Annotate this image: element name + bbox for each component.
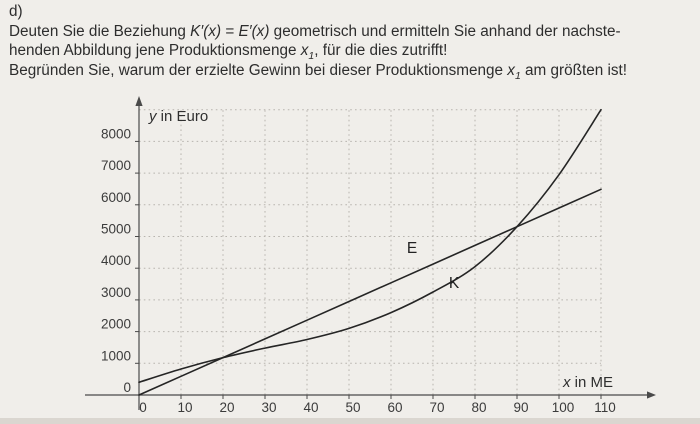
curve-E [138,188,602,396]
y-tick-label: 7000 [101,158,131,173]
x-tick-label: 60 [387,400,402,415]
y-axis-arrow [135,96,143,106]
x-axis-arrow [647,391,656,399]
curve-K [138,108,602,384]
x-tick-label: 20 [219,400,234,415]
x-tick-label: 40 [303,400,318,415]
task-text-block: d) Deuten Sie die Beziehung K′(x) = E′(x… [9,2,696,82]
tick-marks [135,140,602,399]
x-tick-label: 100 [552,400,575,415]
math-variable-x1: x [507,61,515,79]
page-bottom-edge [0,418,700,424]
task-line-3: Begründen Sie, warum der erzielte Gewinn… [9,61,628,82]
math-expression-K: K′(x) [190,22,222,40]
curve-label-E: E [407,240,417,257]
y-tick-label: 4000 [101,253,131,268]
x-tick-label: 10 [177,400,192,415]
y-tick-label: 5000 [101,222,131,237]
curve-label-K: K [449,275,460,292]
x-tick-label: 80 [471,400,486,415]
curves [138,108,602,396]
y-tick-labels: 0 1000 2000 3000 4000 5000 6000 7000 8000 [101,126,131,395]
task-line-2: henden Abbildung jene Produktionsmenge x… [9,42,448,63]
x-tick-label: 110 [594,400,616,415]
y-tick-label: 0 [123,380,131,395]
x-tick-label: 70 [429,400,444,415]
x-axis-title: x in ME [562,374,613,391]
x-tick-labels: 0 10 20 30 40 50 60 70 80 90 100 110 [139,400,616,415]
x-tick-label: 30 [261,400,276,415]
x-tick-label: 90 [513,400,528,415]
y-tick-label: 1000 [101,348,131,363]
cost-revenue-chart: 0 10 20 30 40 50 60 70 80 90 100 110 0 1000 2000 3000 40… [85,96,656,415]
math-expression-E: E′(x) [238,22,270,40]
x-tick-label: 50 [345,400,360,415]
task-line-1: Deuten Sie die Beziehung K′(x) = E′(x) g… [9,22,621,40]
y-tick-label: 2000 [101,317,131,332]
y-tick-label: 3000 [101,285,131,300]
x-tick-label: 0 [139,400,147,415]
y-axis-title: y in Euro [148,108,208,125]
plot-grid [139,109,602,395]
y-tick-label: 6000 [101,190,131,205]
y-tick-label: 8000 [101,126,131,141]
math-variable-x1: x [300,42,309,59]
task-label: d) [9,3,23,20]
axes [85,96,656,410]
